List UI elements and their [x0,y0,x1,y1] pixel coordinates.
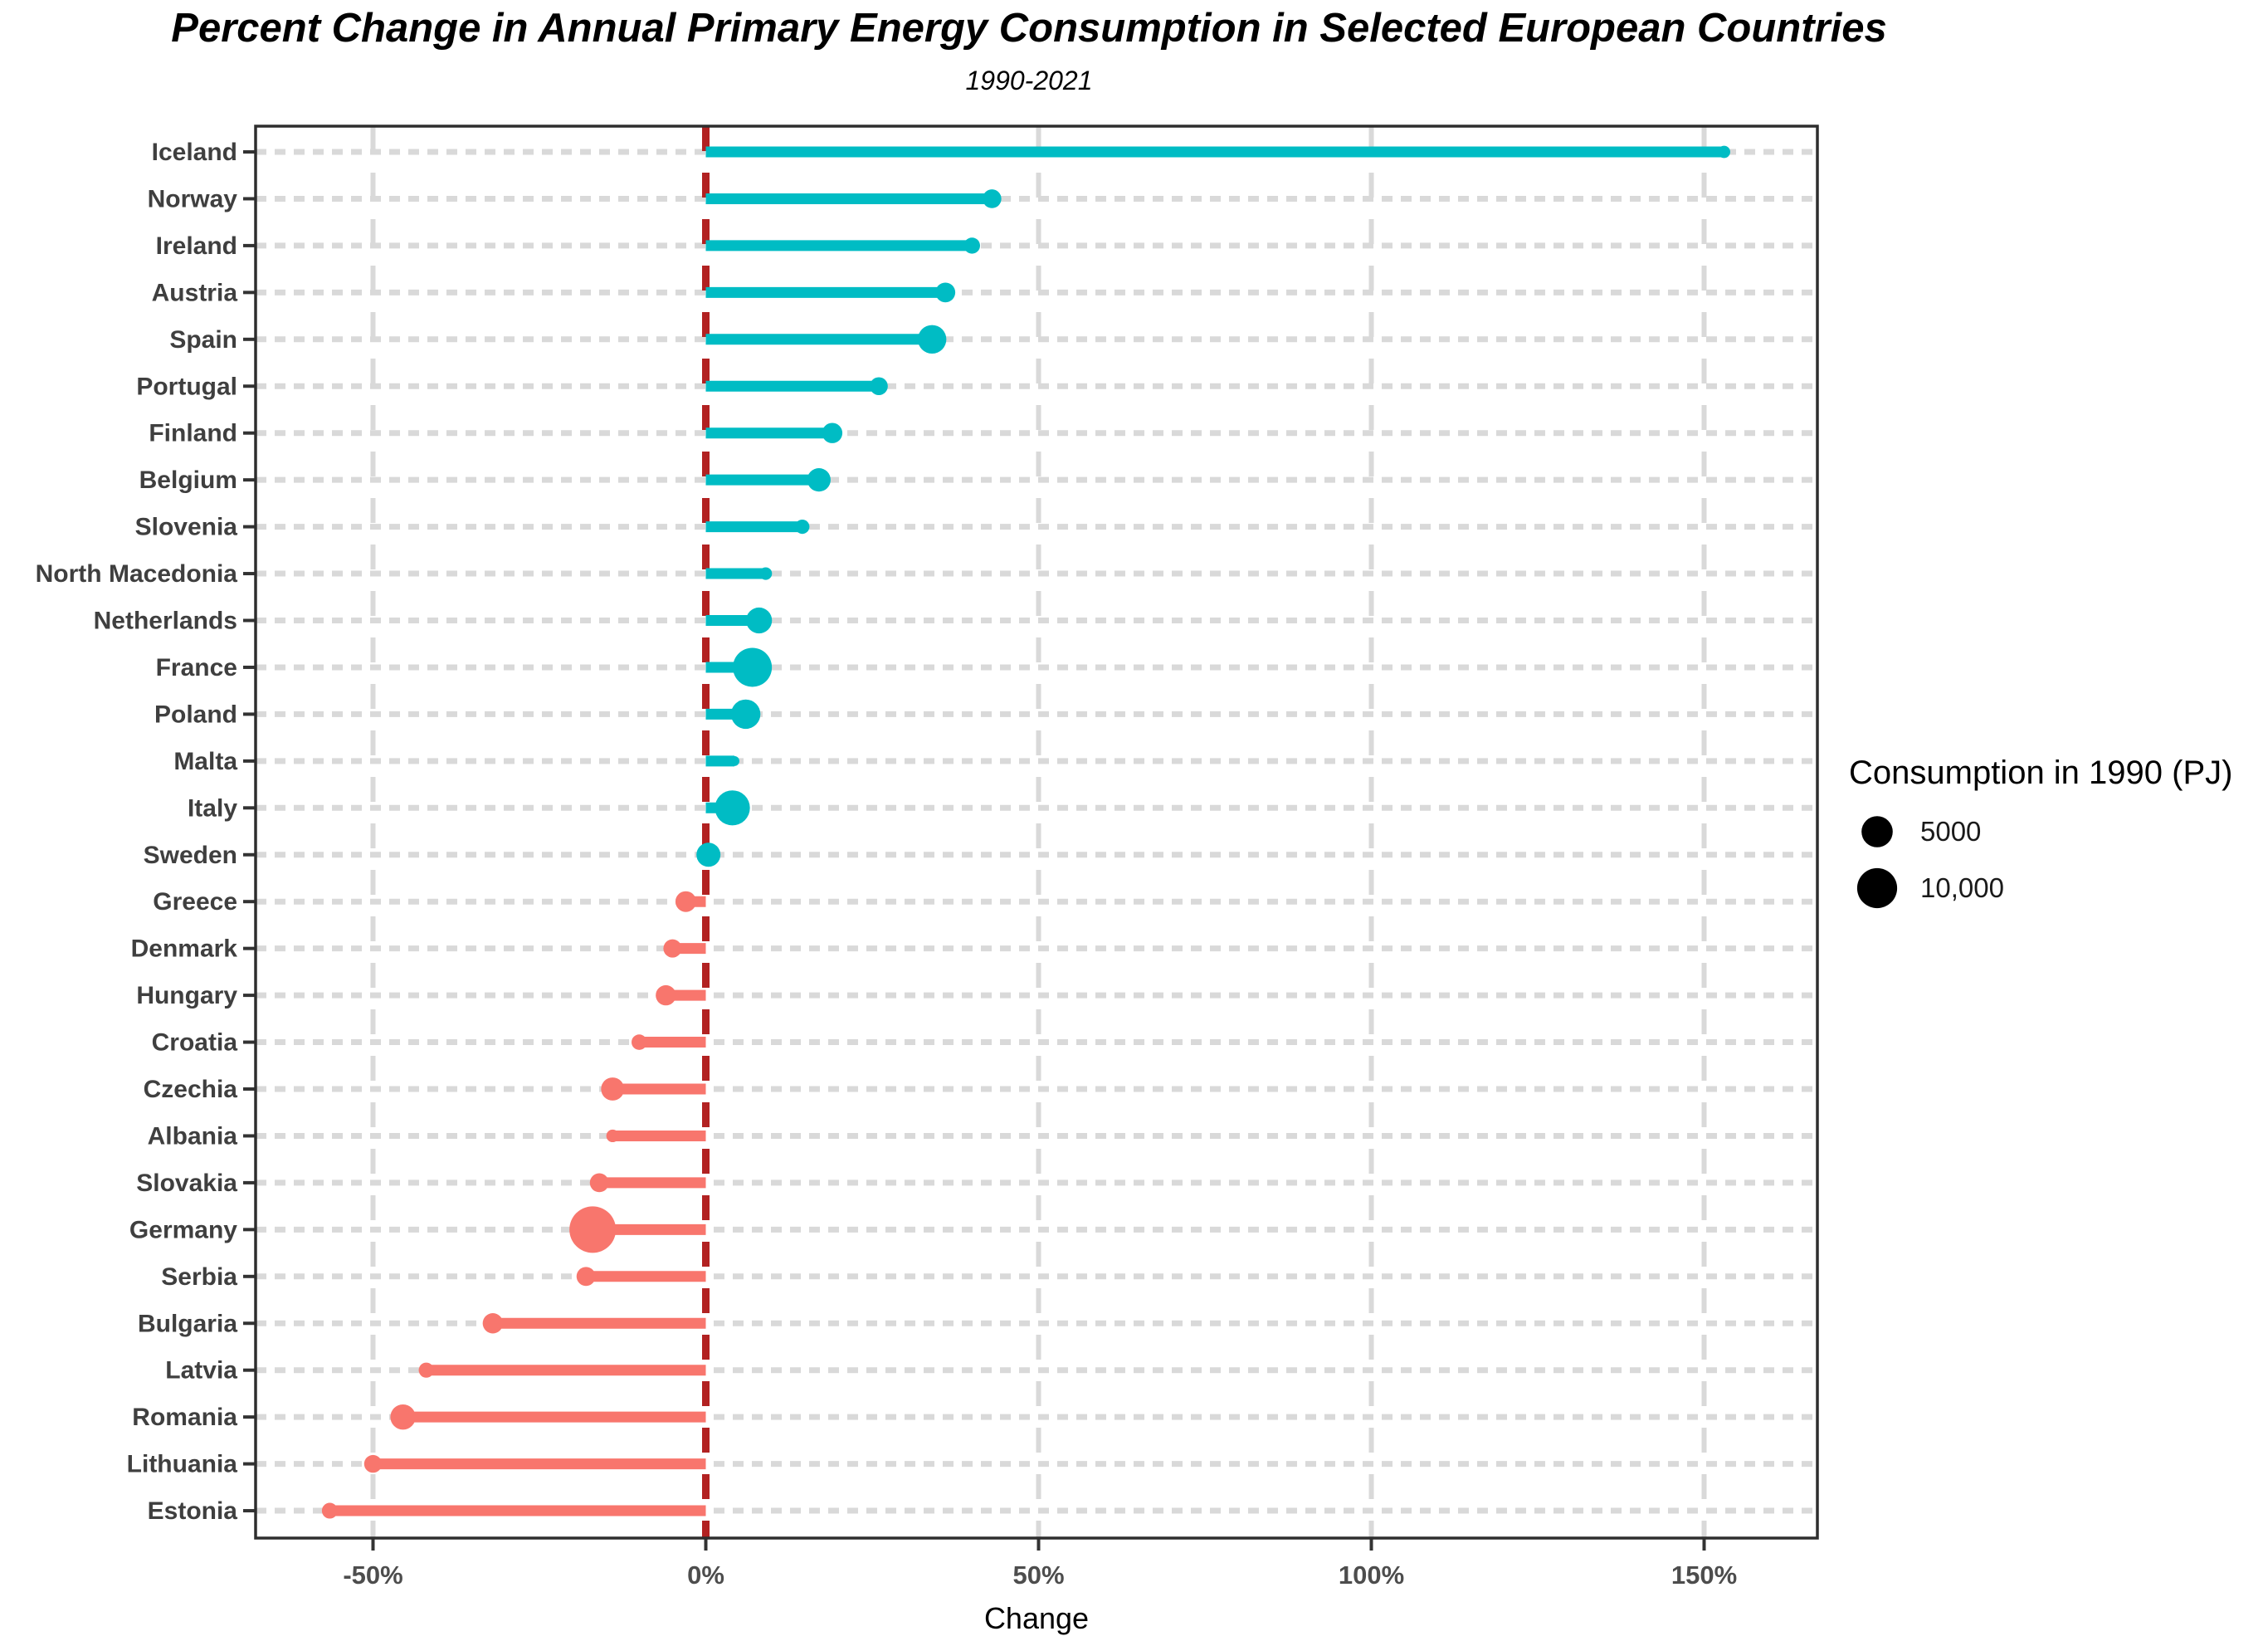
lollipop-dot-malta [729,755,739,766]
lollipop-dot-denmark [663,939,682,958]
axis-labels-layer: Iceland Norway Ireland Austria Spain Portugal… [36,139,1738,1590]
lollipop-dot-hungary [656,984,676,1006]
panel-border [254,125,1819,1540]
lollipop-dot-north-macedonia [759,567,773,580]
legend-dot-10-000 [1856,867,1898,909]
country-label-slovenia: Slovenia [135,514,238,541]
lollipop-dot-austria [935,282,956,303]
country-label-estonia: Estonia [148,1497,238,1525]
country-label-serbia: Serbia [161,1263,237,1291]
country-label-ireland: Ireland [156,232,237,260]
lollipops-layer [321,145,1730,1519]
lollipop-dot-ireland [963,237,981,254]
x-axis-title: Change [984,1601,1089,1635]
country-label-sweden: Sweden [144,842,237,869]
country-label-france: France [156,654,237,681]
lollipop-dot-sweden [696,842,721,867]
lollipop-dot-greece [675,891,696,912]
lollipop-dot-serbia [576,1267,596,1287]
country-label-belgium: Belgium [139,466,237,494]
country-label-netherlands: Netherlands [94,608,237,635]
country-label-poland: Poland [154,701,237,728]
chart-title: Percent Change in Annual Primary Energy … [171,6,1886,51]
size-legend: Consumption in 1990 (PJ) 5000 10,000 [1849,755,2232,909]
x-tick-label: 150% [1671,1560,1737,1590]
country-label-malta: Malta [173,748,237,775]
country-label-slovakia: Slovakia [136,1170,237,1197]
legend-label-10-000: 10,000 [1920,872,2004,903]
lollipop-dot-poland [730,699,761,730]
country-label-hungary: Hungary [136,982,237,1009]
lollipop-dot-slovakia [589,1173,609,1193]
legend-title: Consumption in 1990 (PJ) [1849,755,2232,791]
x-tick-label: 50% [1012,1560,1064,1590]
country-label-iceland: Iceland [152,139,237,166]
lollipop-dot-france [733,647,773,687]
lollipop-dot-belgium [807,468,831,492]
lollipop-dot-croatia [632,1034,647,1050]
country-label-albania: Albania [148,1122,238,1150]
x-tick-label: 100% [1339,1560,1404,1590]
country-label-austria: Austria [152,279,238,306]
lollipop-dot-germany [569,1206,617,1253]
country-label-norway: Norway [148,185,238,212]
country-label-greece: Greece [153,888,237,916]
lollipop-dot-czechia [601,1077,625,1101]
country-label-latvia: Latvia [165,1357,237,1385]
country-label-italy: Italy [188,794,237,822]
lollipop-dot-albania [606,1129,619,1143]
lollipop-dot-bulgaria [482,1313,504,1334]
legend-dot-5000 [1861,816,1893,847]
legend-items: 5000 10,000 [1856,816,2004,909]
country-label-finland: Finland [149,420,237,447]
lollipop-dot-portugal [870,377,888,396]
lollipop-dot-spain [917,325,947,354]
country-label-germany: Germany [129,1216,237,1243]
country-label-spain: Spain [169,326,237,354]
lollipop-dot-italy [715,790,750,826]
lollipop-dot-latvia [418,1362,434,1378]
country-label-portugal: Portugal [136,373,237,400]
lollipop-dot-norway [983,189,1002,208]
chart-subtitle: 1990-2021 [965,66,1092,95]
country-label-croatia: Croatia [152,1029,238,1057]
lollipop-dot-romania [390,1404,416,1430]
lollipop-dot-estonia [321,1502,338,1519]
lollipop-dot-netherlands [746,607,773,634]
country-label-north-macedonia: North Macedonia [36,560,238,588]
country-label-denmark: Denmark [131,935,238,963]
country-label-bulgaria: Bulgaria [138,1310,237,1337]
x-tick-label: -50% [343,1560,402,1590]
lollipop-dot-finland [822,422,843,443]
country-label-czechia: Czechia [144,1076,238,1103]
lollipop-dot-iceland [1718,145,1730,159]
country-label-romania: Romania [132,1404,237,1431]
lollipop-dot-lithuania [363,1454,383,1473]
panel-frame-layer [243,125,1819,1551]
lollipop-dot-slovenia [795,520,810,535]
legend-label-5000: 5000 [1920,816,1981,847]
x-tick-label: 0% [687,1560,724,1590]
country-label-lithuania: Lithuania [127,1451,238,1478]
